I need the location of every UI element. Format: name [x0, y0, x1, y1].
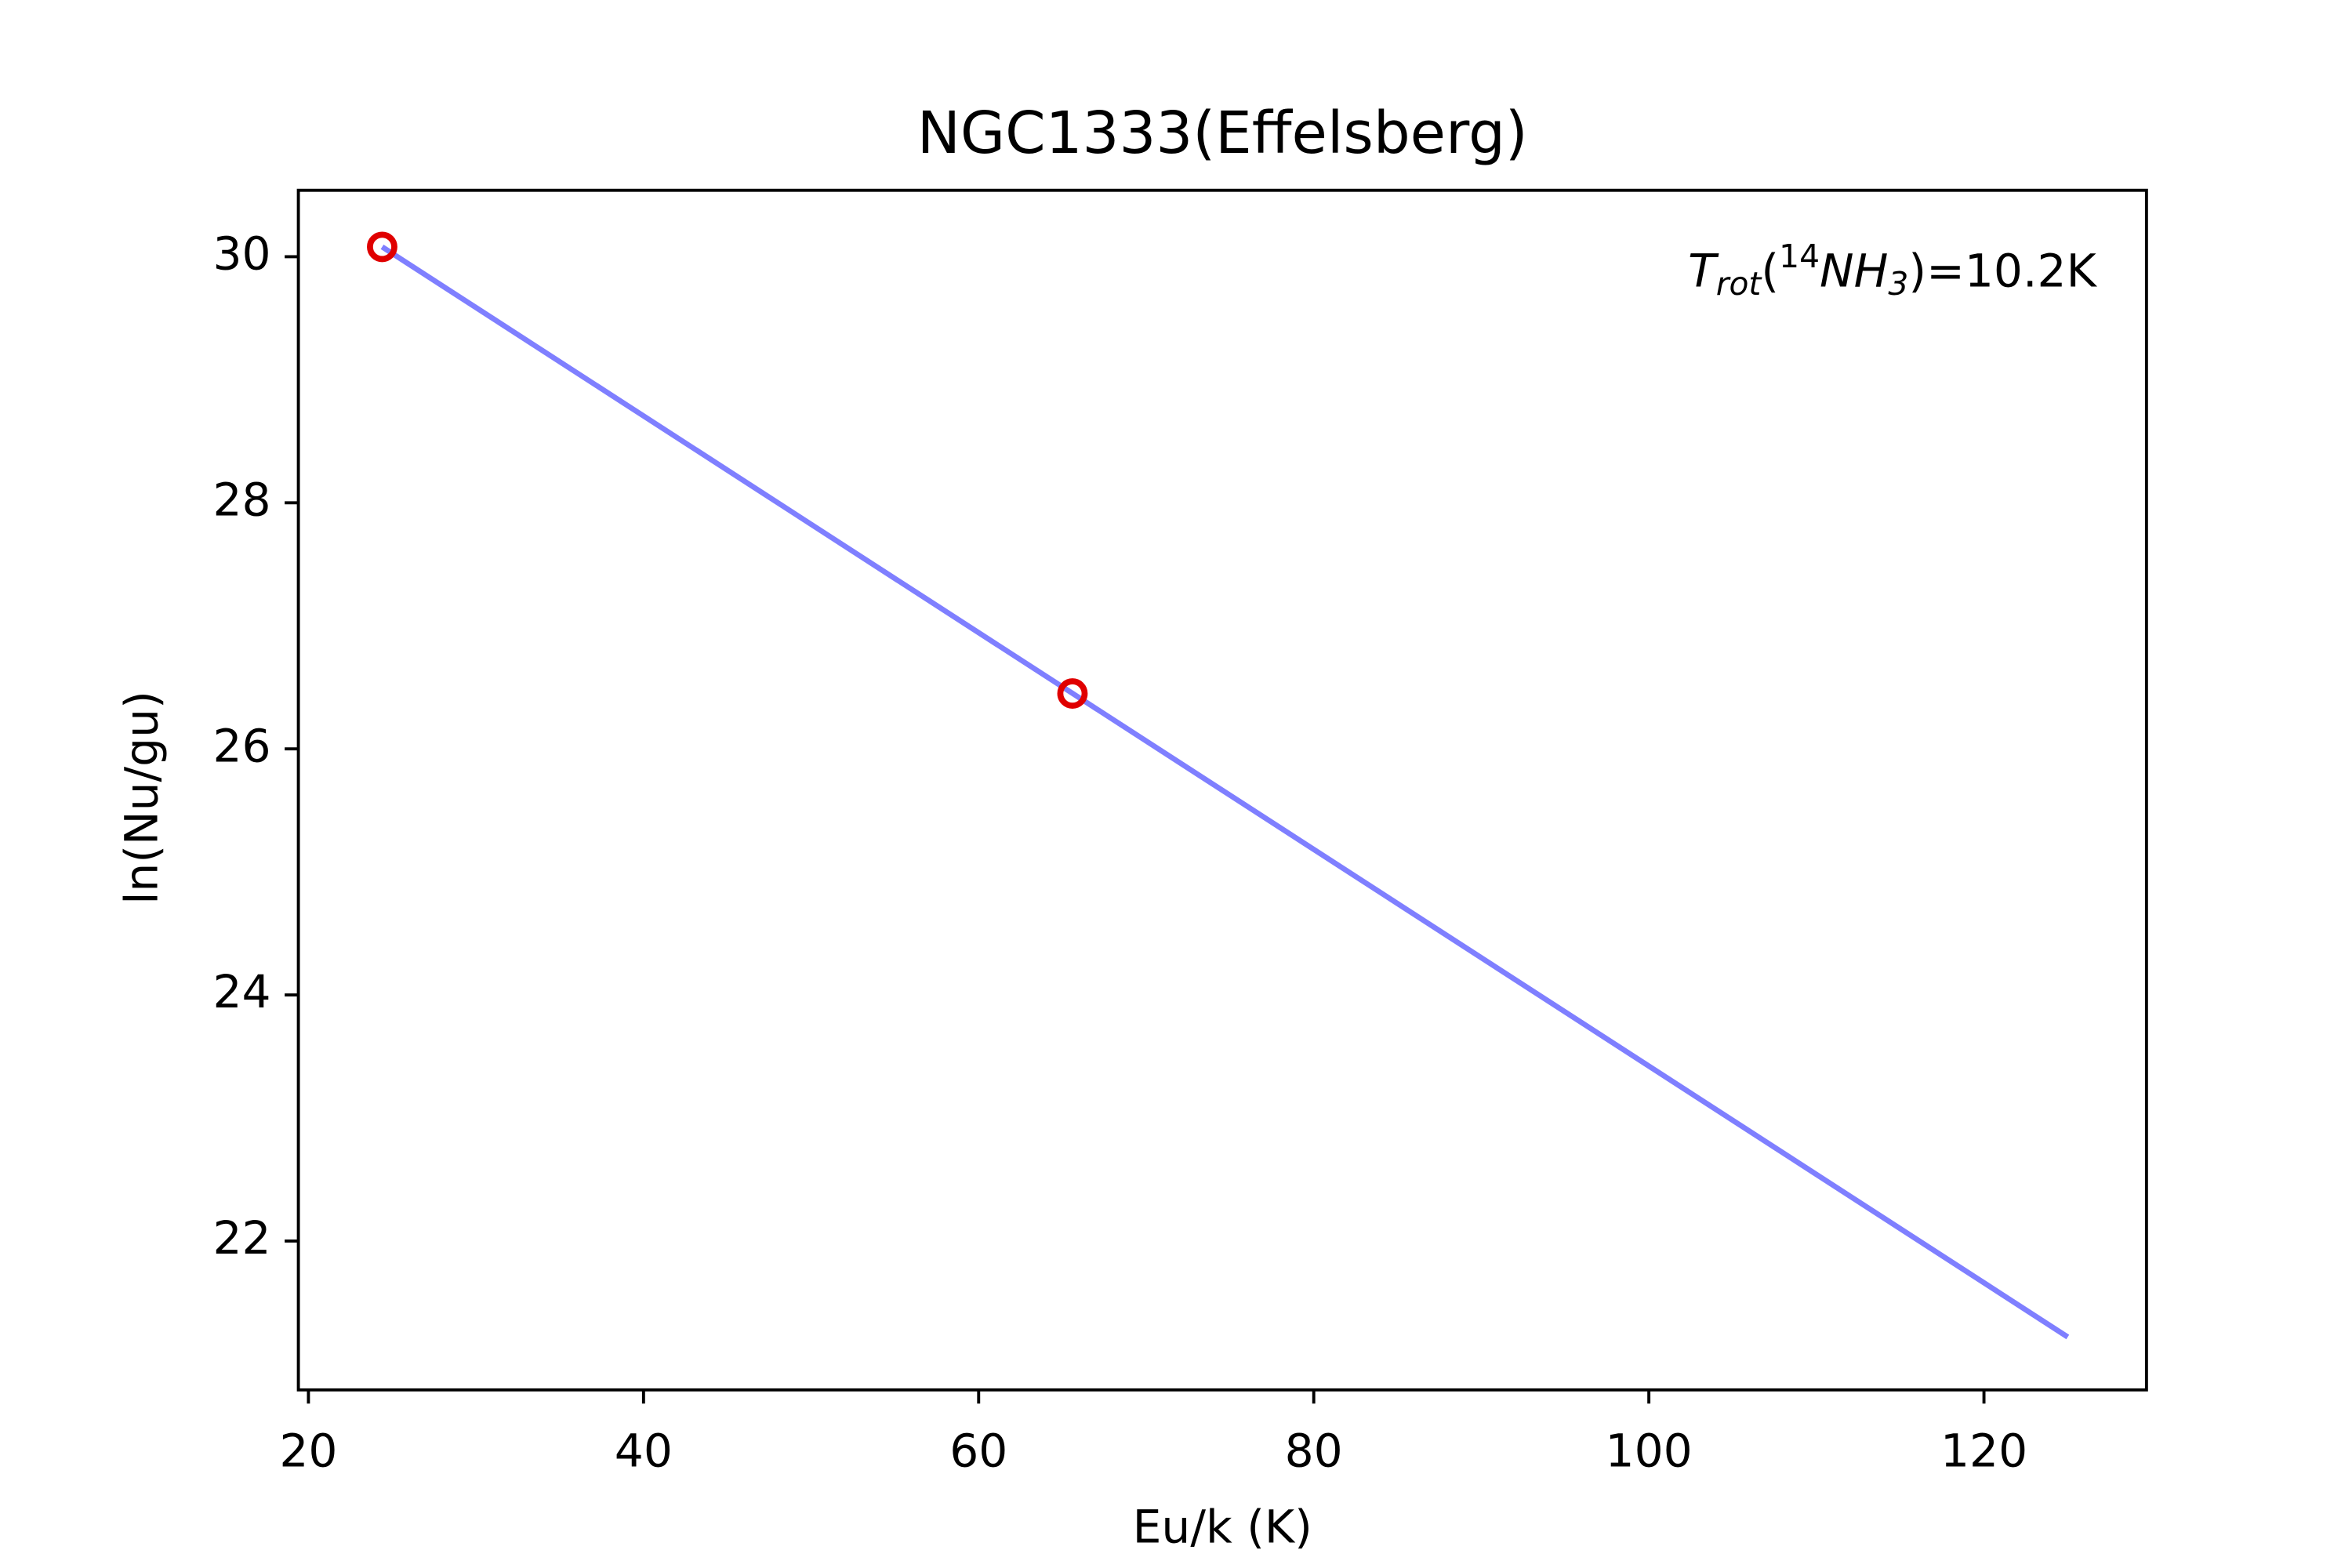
plot-frame [296, 188, 2148, 1392]
annotation: Trot(14NH3)=10.2K [1688, 238, 2097, 303]
annotation-part: NH [1820, 245, 1888, 298]
x-tick-label: 100 [1606, 1424, 1693, 1477]
data-point [1057, 678, 1088, 709]
x-tick-label: 40 [615, 1424, 673, 1477]
x-tick-label: 80 [1285, 1424, 1343, 1477]
y-axis-label: ln(Nu/gu) [115, 691, 169, 905]
y-tick-label: 22 [213, 1211, 271, 1265]
x-tick-label: 20 [279, 1424, 337, 1477]
annotation-part: T [1688, 245, 1719, 298]
annotation-part: 14 [1779, 238, 1820, 275]
annotation-part: rot [1716, 265, 1763, 303]
chart-title: NGC1333(Effelsberg) [917, 100, 1528, 167]
annotation-part: 3 [1888, 265, 1908, 303]
fit-line [380, 245, 2070, 1340]
annotation-part: ( [1761, 245, 1779, 298]
y-tick-label: 28 [213, 473, 271, 526]
y-tick-label: 26 [213, 719, 271, 772]
annotation-part: )=10.2K [1908, 245, 2097, 298]
x-tick-label: 120 [1940, 1424, 2027, 1477]
x-axis-label: Eu/k (K) [1133, 1501, 1312, 1554]
y-tick-label: 24 [213, 965, 271, 1018]
x-tick-label: 60 [949, 1424, 1007, 1477]
y-tick-label: 30 [213, 227, 271, 281]
data-point [367, 231, 397, 263]
